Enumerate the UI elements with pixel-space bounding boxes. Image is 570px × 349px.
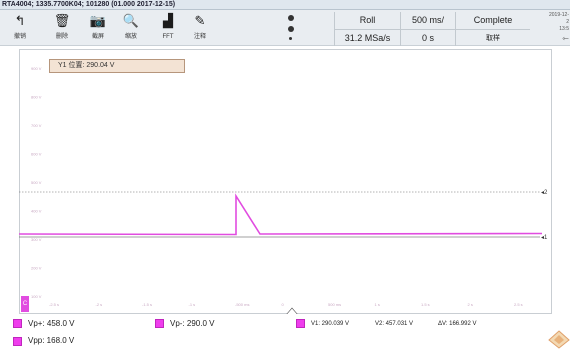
x-tick-label: 2.5 s [514, 302, 523, 307]
pencil-icon: ✎ [194, 13, 206, 28]
x-tick-label: -1 s [189, 302, 196, 307]
timebase-value[interactable]: 500 ms/ [400, 12, 455, 29]
delete-label: 删除 [55, 34, 68, 40]
cursor-y1-label: ◂1 [541, 235, 548, 241]
sample-rate-value: 31.2 MSa/s [334, 29, 400, 46]
annotate-button[interactable]: ✎ 注释 [186, 10, 214, 46]
channel-swatch [13, 337, 22, 346]
trigger-marker [286, 307, 298, 314]
x-tick-label: -2 s [96, 302, 103, 307]
waveform-display[interactable] [19, 49, 552, 314]
camera-icon: 📷 [89, 13, 107, 28]
undo-button[interactable]: ↰ 撤销 [6, 10, 34, 46]
acquisition-status: Roll 500 ms/ Complete 31.2 MSa/s 0 s 取样 [298, 12, 548, 46]
annotate-label: 注释 [193, 34, 206, 40]
x-tick-label: 2 s [468, 302, 473, 307]
measurement-bar: Vp+: 458.0 V Vp-: 290.0 V V1: 290.039 V … [0, 316, 570, 349]
screenshot-label: 截屏 [91, 34, 104, 40]
connection-icon: ⇽ [562, 34, 569, 43]
mode-value[interactable]: Roll [334, 12, 400, 29]
clock: 2019-12-2 13:5 ⇽ [548, 12, 570, 46]
x-tick-label: -2.5 s [49, 302, 59, 307]
y-tick-label: 200 V [31, 266, 42, 271]
x-tick-label: -1.5 s [142, 302, 152, 307]
y-tick-label: 900 V [31, 66, 42, 71]
undo-label: 撤销 [13, 34, 26, 40]
waveform-trace [19, 193, 543, 236]
time-text: 13:5 [559, 26, 569, 32]
trash-icon: 🗑 [53, 13, 71, 28]
fft-icon: ▟ [163, 13, 173, 28]
channel-marker[interactable]: C [21, 296, 29, 312]
x-tick-label: 1.5 s [421, 302, 430, 307]
vpp-value: Vpp: 168.0 V [28, 336, 75, 345]
home-icon[interactable] [548, 330, 570, 349]
x-tick-label: 500 ms [328, 302, 341, 307]
offset-value[interactable]: 0 s [400, 29, 455, 46]
vp-plus-value: Vp+: 458.0 V [28, 319, 75, 328]
x-tick-label: 0 [282, 302, 285, 307]
waveform-plot: 900 V 800 V 700 V 600 V 500 V 400 V 300 V 200 V… [19, 66, 548, 314]
v2-value: V2: 457.031 V [375, 321, 414, 327]
y-tick-label: 700 V [31, 123, 42, 128]
screenshot-button[interactable]: 📷 截屏 [84, 10, 112, 46]
zoom-button[interactable]: 🔍 缩放 [117, 10, 145, 46]
delta-v-value: ΔV: 166.992 V [438, 321, 477, 327]
x-tick-label: -500 ms [235, 302, 249, 307]
fft-button[interactable]: ▟ FFT [154, 10, 182, 46]
zoom-icon: 🔍 [122, 13, 140, 28]
menu-dots-icon[interactable] [286, 12, 296, 46]
y-tick-label: 600 V [31, 152, 42, 157]
channel-swatch [296, 319, 305, 328]
date-text: 2019-12-2 [548, 12, 569, 25]
fft-label: FFT [162, 34, 174, 40]
x-tick-label: 1 s [375, 302, 380, 307]
y-tick-label: 100 V [31, 294, 42, 299]
cursor-position-box[interactable]: Y1 位置: 290.04 V [49, 59, 185, 73]
acquisition-state[interactable]: Complete [455, 12, 530, 29]
toolbar: ↰ 撤销 🗑 删除 📷 截屏 🔍 缩放 ▟ FFT ✎ 注释 [0, 10, 570, 46]
sampling-label[interactable]: 取样 [455, 29, 530, 46]
delete-button[interactable]: 🗑 删除 [48, 10, 76, 46]
zoom-label: 缩放 [124, 34, 137, 40]
y-tick-label: 300 V [31, 237, 42, 242]
channel-swatch [155, 319, 164, 328]
y-tick-label: 500 V [31, 180, 42, 185]
y-tick-label: 800 V [31, 95, 42, 100]
v1-value: V1: 290.039 V [311, 321, 350, 327]
window-title: RTA4004; 1335.7700K04; 101280 (01.000 20… [0, 0, 570, 10]
cursor-y2-label: ◂2 [541, 190, 548, 196]
channel-swatch [13, 319, 22, 328]
undo-icon: ↰ [14, 13, 26, 28]
y-tick-label: 400 V [31, 209, 42, 214]
vp-minus-value: Vp-: 290.0 V [170, 319, 215, 328]
